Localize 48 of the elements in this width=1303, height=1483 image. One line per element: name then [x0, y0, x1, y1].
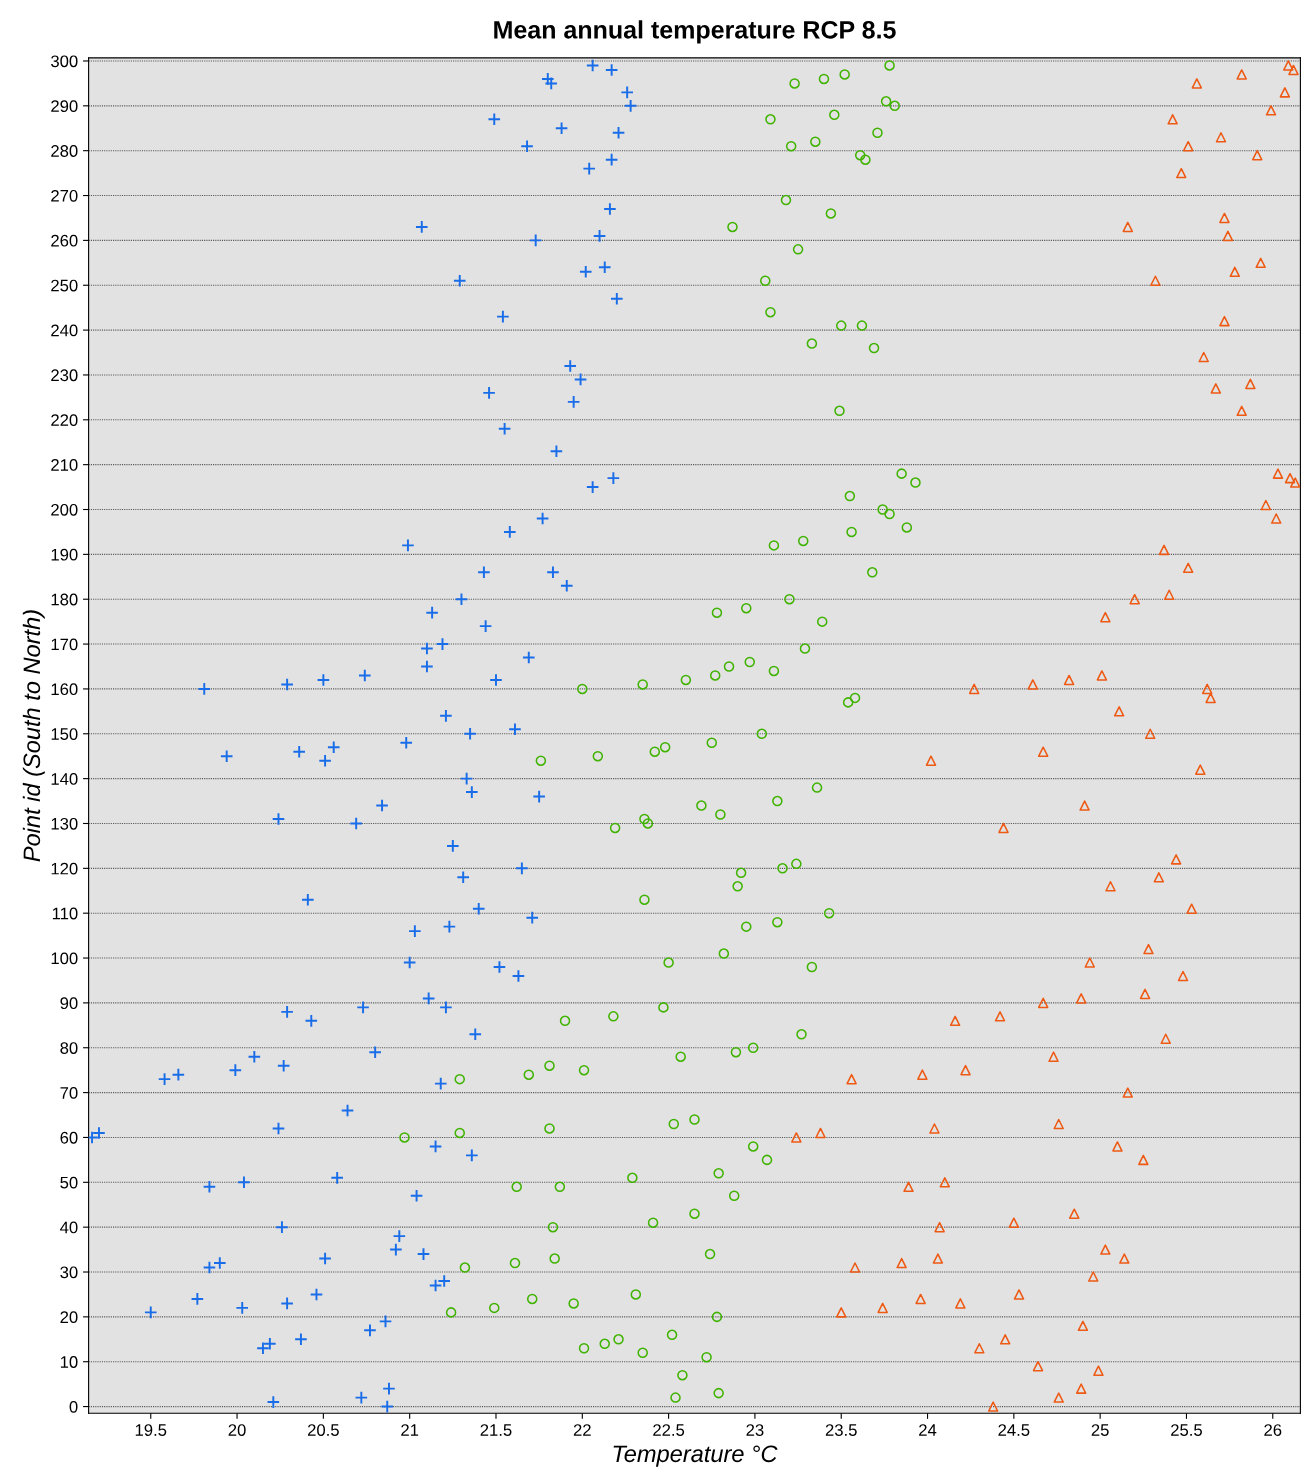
y-tick-label: 280	[51, 145, 78, 157]
y-tick-label: 50	[60, 1176, 78, 1189]
y-tick-label: 180	[51, 593, 78, 606]
x-tick-label: 21.5	[480, 1424, 512, 1436]
y-axis-title: Point id (South to North)	[22, 610, 45, 862]
y-tick-label: 240	[51, 324, 78, 337]
x-axis-title: Temperature °C	[613, 1445, 778, 1467]
x-tick-label: 26	[1264, 1424, 1282, 1436]
x-tick-label: 19.5	[135, 1424, 167, 1436]
x-tick-label: 23	[746, 1424, 764, 1436]
y-tick-label: 210	[51, 459, 78, 471]
y-tick-label: 220	[51, 414, 78, 427]
x-tick-label: 22	[573, 1424, 591, 1436]
x-tick-label: 21	[401, 1424, 419, 1436]
x-tick-label: 25	[1091, 1424, 1109, 1436]
y-tick-label: 250	[51, 279, 78, 292]
y-tick-label: 160	[51, 683, 78, 696]
y-tick-label: 290	[51, 100, 78, 113]
y-tick-label: 140	[51, 773, 78, 785]
y-tick-label: 260	[51, 234, 78, 247]
y-tick-label: 150	[51, 728, 78, 740]
y-tick-label: 40	[60, 1221, 78, 1234]
x-tick-label: 20.5	[307, 1424, 339, 1436]
chart-title: Mean annual temperature RCP 8.5	[494, 20, 896, 44]
y-tick-label: 80	[60, 1042, 78, 1054]
y-tick-label: 110	[52, 907, 78, 920]
y-tick-label: 100	[51, 952, 78, 965]
x-tick-label: 23.5	[825, 1424, 857, 1436]
y-tick-label: 230	[51, 369, 78, 382]
y-tick-label: 170	[51, 638, 78, 651]
y-tick-label: 200	[51, 503, 78, 516]
y-tick-label: 20	[60, 1311, 78, 1324]
y-tick-label: 300	[51, 55, 78, 68]
x-tick-label: 22.5	[653, 1424, 685, 1436]
y-tick-label: 0	[69, 1400, 78, 1413]
y-tick-label: 190	[51, 548, 78, 561]
y-tick-label: 30	[60, 1266, 78, 1279]
y-tick-label: 270	[51, 189, 78, 202]
y-tick-label: 70	[60, 1087, 78, 1099]
x-tick-label: 24	[919, 1424, 937, 1436]
x-tick-label: 24.5	[998, 1424, 1030, 1436]
y-tick-label: 90	[60, 997, 78, 1010]
x-tick-label: 20	[228, 1424, 246, 1436]
y-tick-label: 10	[60, 1356, 78, 1368]
y-tick-label: 60	[60, 1131, 78, 1144]
y-tick-label: 130	[51, 817, 78, 830]
y-tick-label: 120	[51, 862, 78, 875]
x-tick-label: 25.5	[1171, 1424, 1202, 1436]
